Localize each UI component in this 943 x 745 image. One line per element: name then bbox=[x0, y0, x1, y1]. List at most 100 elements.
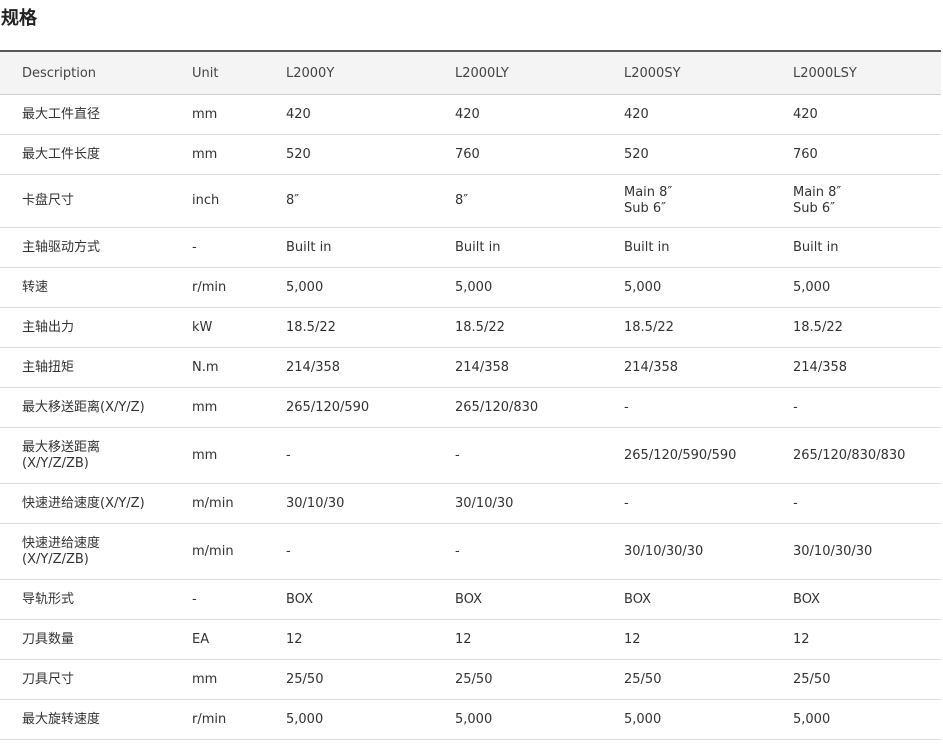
cell-l2000ly: 12 bbox=[455, 619, 624, 660]
cell-text: 转速 bbox=[22, 279, 49, 295]
cell-l2000sy: Main 8″ Sub 6″ bbox=[624, 174, 793, 228]
cell-text: 主轴驱动方式 bbox=[22, 239, 101, 255]
cell-l2000sy: 12 bbox=[624, 619, 793, 660]
cell-text: 12 bbox=[455, 631, 472, 647]
table-row: 最大工件直径 mm 420 420 420 420 bbox=[0, 94, 941, 135]
cell-l2000ly: 265/120/830 bbox=[455, 387, 624, 428]
table-row: 快速进给速度(X/Y/Z) m/min 30/10/30 30/10/30 - - bbox=[0, 483, 941, 524]
cell-l2000ly: Built in bbox=[455, 227, 624, 268]
cell-l2000lsy: 214/358 bbox=[793, 347, 941, 388]
cell-text: - bbox=[793, 399, 798, 415]
cell-text: BOX bbox=[624, 591, 651, 607]
spec-table: Description Unit L2000Y L2000LY L2000SY … bbox=[0, 50, 941, 740]
cell-l2000sy: 25/50 bbox=[624, 659, 793, 700]
cell-text: mm bbox=[192, 399, 218, 415]
cell-text: 265/120/590 bbox=[286, 399, 370, 415]
cell-text: 18.5/22 bbox=[455, 319, 505, 335]
cell-unit: EA bbox=[192, 619, 286, 660]
cell-text: 420 bbox=[455, 106, 480, 122]
cell-l2000ly: 420 bbox=[455, 94, 624, 135]
cell-unit: mm bbox=[192, 94, 286, 135]
cell-text: - bbox=[455, 543, 460, 559]
cell-l2000ly: 5,000 bbox=[455, 699, 624, 740]
cell-text: 快速进给速度(X/Y/Z) bbox=[22, 495, 145, 511]
cell-text: 最大移送距离(X/Y/Z) bbox=[22, 399, 145, 415]
cell-l2000lsy: 12 bbox=[793, 619, 941, 660]
cell-text: 主轴出力 bbox=[22, 319, 75, 335]
cell-text: 760 bbox=[455, 146, 480, 162]
cell-text: 18.5/22 bbox=[793, 319, 843, 335]
cell-unit: mm bbox=[192, 387, 286, 428]
cell-l2000lsy: 265/120/830/830 bbox=[793, 427, 941, 484]
cell-unit: r/min bbox=[192, 267, 286, 308]
cell-text: 主轴扭矩 bbox=[22, 359, 75, 375]
cell-l2000y: 5,000 bbox=[286, 699, 455, 740]
cell-text: 卡盘尺寸 bbox=[22, 193, 75, 208]
cell-text: 420 bbox=[793, 106, 818, 122]
cell-text: 最大工件直径 bbox=[22, 106, 101, 122]
cell-unit: - bbox=[192, 579, 286, 620]
table-row: 快速进给速度 (X/Y/Z/ZB) m/min - - 30/10/30/30 30/10… bbox=[0, 523, 941, 580]
cell-description: 刀具尺寸 bbox=[0, 659, 192, 700]
cell-l2000y: BOX bbox=[286, 579, 455, 620]
cell-l2000ly: BOX bbox=[455, 579, 624, 620]
cell-l2000ly: 8″ bbox=[455, 174, 624, 228]
cell-l2000sy: 5,000 bbox=[624, 267, 793, 308]
cell-l2000ly: 18.5/22 bbox=[455, 307, 624, 348]
table-row: 刀具数量 EA 12 12 12 12 bbox=[0, 619, 941, 660]
cell-unit: r/min bbox=[192, 699, 286, 740]
cell-text: 8″ bbox=[286, 193, 300, 208]
table-row: 导轨形式 - BOX BOX BOX BOX bbox=[0, 579, 941, 620]
table-row: 最大工件长度 mm 520 760 520 760 bbox=[0, 134, 941, 175]
cell-text: Built in bbox=[455, 239, 501, 255]
cell-text: 420 bbox=[286, 106, 311, 122]
cell-text: 25/50 bbox=[793, 671, 831, 687]
cell-text: 快速进给速度 (X/Y/Z/ZB) bbox=[22, 535, 101, 567]
cell-l2000lsy: Main 8″ Sub 6″ bbox=[793, 174, 941, 228]
cell-unit: mm bbox=[192, 659, 286, 700]
cell-l2000sy: 30/10/30/30 bbox=[624, 523, 793, 580]
cell-text: EA bbox=[192, 631, 210, 647]
cell-text: Main 8″ Sub 6″ bbox=[793, 185, 842, 216]
cell-description: 最大工件长度 bbox=[0, 134, 192, 175]
cell-text: r/min bbox=[192, 279, 227, 295]
cell-l2000lsy: 5,000 bbox=[793, 699, 941, 740]
cell-text: BOX bbox=[793, 591, 820, 607]
cell-text: - bbox=[286, 543, 291, 559]
cell-l2000y: 420 bbox=[286, 94, 455, 135]
cell-text: 25/50 bbox=[624, 671, 662, 687]
cell-l2000sy: 265/120/590/590 bbox=[624, 427, 793, 484]
cell-text: 5,000 bbox=[286, 279, 324, 295]
cell-unit: - bbox=[192, 227, 286, 268]
cell-l2000ly: 214/358 bbox=[455, 347, 624, 388]
cell-text: 30/10/30/30 bbox=[624, 543, 704, 559]
cell-l2000lsy: - bbox=[793, 483, 941, 524]
table-row: 主轴驱动方式 - Built in Built in Built in Built in bbox=[0, 227, 941, 268]
cell-l2000sy: BOX bbox=[624, 579, 793, 620]
cell-text: 30/10/30 bbox=[455, 495, 514, 511]
cell-text: - bbox=[793, 495, 798, 511]
cell-description: 主轴扭矩 bbox=[0, 347, 192, 388]
cell-l2000y: 12 bbox=[286, 619, 455, 660]
cell-text: BOX bbox=[286, 591, 313, 607]
table-row: 主轴扭矩 N.m 214/358 214/358 214/358 214/358 bbox=[0, 347, 941, 388]
cell-text: Main 8″ Sub 6″ bbox=[624, 185, 673, 216]
cell-description: 导轨形式 bbox=[0, 579, 192, 620]
cell-l2000ly: 760 bbox=[455, 134, 624, 175]
cell-text: 5,000 bbox=[455, 711, 493, 727]
cell-text: 265/120/830/830 bbox=[793, 447, 906, 463]
cell-l2000sy: - bbox=[624, 483, 793, 524]
header-model-l2000y: L2000Y bbox=[286, 50, 455, 95]
cell-l2000ly: 25/50 bbox=[455, 659, 624, 700]
page-title: 规格 bbox=[1, 8, 37, 29]
cell-l2000sy: 18.5/22 bbox=[624, 307, 793, 348]
cell-unit: m/min bbox=[192, 523, 286, 580]
cell-text: 30/10/30 bbox=[286, 495, 345, 511]
table-row: 转速 r/min 5,000 5,000 5,000 5,000 bbox=[0, 267, 941, 308]
cell-text: 最大移送距离 (X/Y/Z/ZB) bbox=[22, 439, 101, 471]
cell-description: 主轴出力 bbox=[0, 307, 192, 348]
cell-description: 刀具数量 bbox=[0, 619, 192, 660]
cell-text: 5,000 bbox=[286, 711, 324, 727]
cell-text: inch bbox=[192, 193, 220, 208]
cell-text: - bbox=[192, 239, 197, 255]
